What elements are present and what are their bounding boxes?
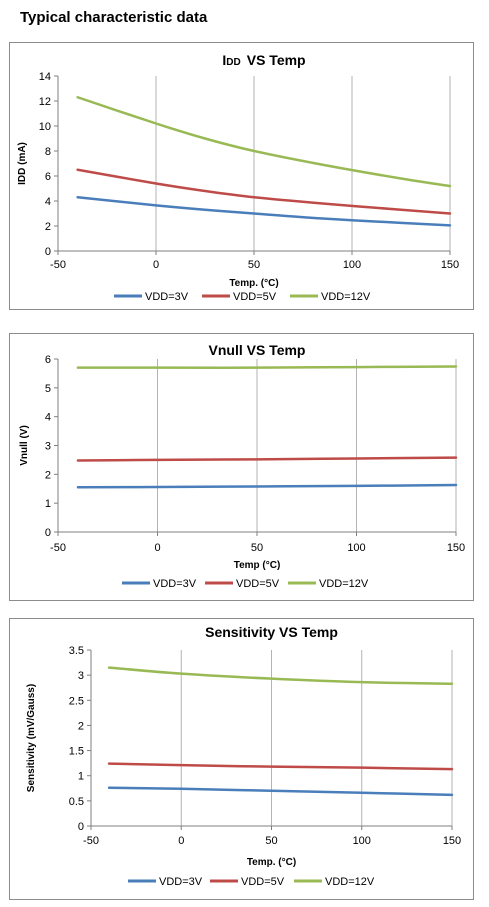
y-tick-label: 6 [45,171,51,183]
y-tick-label: 0.5 [69,796,84,808]
x-tick-label: 150 [443,835,461,847]
y-tick-label: 3 [78,670,84,682]
x-tick-label: 0 [153,259,159,271]
y-tick-label: 0 [45,527,51,539]
series-line-vdd5v [76,456,458,462]
x-tick-label: 150 [447,542,465,554]
legend-label: VDD=12V [325,876,375,888]
x-tick-label: 50 [248,259,260,271]
series-line-vdd3v [76,483,458,489]
series-line-vdd12v [76,365,458,369]
x-tick-label: -50 [50,542,66,554]
legend-label: VDD=3V [145,291,189,303]
y-tick-label: 3.5 [69,645,84,657]
y-tick-label: 5 [45,383,51,395]
legend-label: VDD=12V [319,578,369,590]
vnull-vs-temp-chart: 0 1 2 3 4 5 6 -50 0 50 100 150 Vnull VS Temp Temp (°C… [9,333,474,601]
y-tick-label: 1 [45,498,51,510]
x-tick-label: 50 [265,835,277,847]
idd-vs-temp-chart: 0 2 4 6 8 10 12 14 -50 0 50 100 150 IDD VS Temp Temp. (… [9,42,474,310]
x-axis-label: Temp (°C) [234,560,281,571]
legend-label: VDD=3V [153,578,197,590]
legend-label: VDD=5V [233,291,277,303]
legend-label: VDD=5V [236,578,280,590]
legend-label: VDD=5V [241,876,285,888]
y-tick-label: 3 [45,441,51,453]
y-tick-label: 14 [39,71,51,83]
x-tick-label: 50 [251,542,263,554]
x-tick-label: 100 [347,542,365,554]
series-line-vdd5v [107,762,454,771]
chart-title: IDD VS Temp [222,52,305,68]
x-tick-label: -50 [83,835,99,847]
y-tick-label: 4 [45,412,51,424]
legend-label: VDD=12V [321,291,371,303]
y-tick-label: 10 [39,121,51,133]
page-heading: Typical characteristic data [20,9,208,26]
x-tick-label: 100 [343,259,361,271]
legend-label: VDD=3V [159,876,203,888]
y-tick-label: 4 [45,196,51,208]
y-tick-label: 0 [45,246,51,258]
chart-title: Sensitivity VS Temp [205,624,338,640]
series-line-vdd3v [76,196,452,227]
chart-title: Vnull VS Temp [209,342,306,358]
y-tick-label: 12 [39,96,51,108]
y-tick-label: 6 [45,354,51,366]
y-tick-label: 1.5 [69,746,84,758]
x-axis-label: Temp. (°C) [229,278,278,289]
x-axis-label: Temp. (°C) [247,857,296,868]
chart-svg: 0 0.5 1 1.5 2 2.5 3 3.5 -50 0 50 100 150 Sensitivity … [26,624,461,888]
chart-svg: 0 1 2 3 4 5 6 -50 0 50 100 150 Vnull VS Temp Temp (°C… [19,342,465,590]
y-tick-label: 2 [45,221,51,233]
y-tick-label: 2.5 [69,695,84,707]
y-tick-label: 1 [78,771,84,783]
series-line-vdd3v [107,786,454,797]
y-axis-label: Sensitivity (mV/Gauss) [26,684,37,792]
x-tick-label: 100 [353,835,371,847]
x-tick-label: 0 [178,835,184,847]
y-axis-label: Vnull (V) [19,425,30,466]
x-tick-label: 150 [441,259,459,271]
series-line-vdd5v [76,168,452,215]
y-tick-label: 0 [78,821,84,833]
series-line-vdd12v [107,666,454,685]
y-tick-label: 2 [78,720,84,732]
y-axis-label: IDD (mA) [17,142,28,185]
series-line-vdd12v [76,96,452,188]
x-tick-label: 0 [154,542,160,554]
y-tick-label: 2 [45,469,51,481]
x-tick-label: -50 [50,259,66,271]
y-tick-label: 8 [45,146,51,158]
sensitivity-vs-temp-chart: 0 0.5 1 1.5 2 2.5 3 3.5 -50 0 50 100 150 Sensitivity … [9,618,474,900]
